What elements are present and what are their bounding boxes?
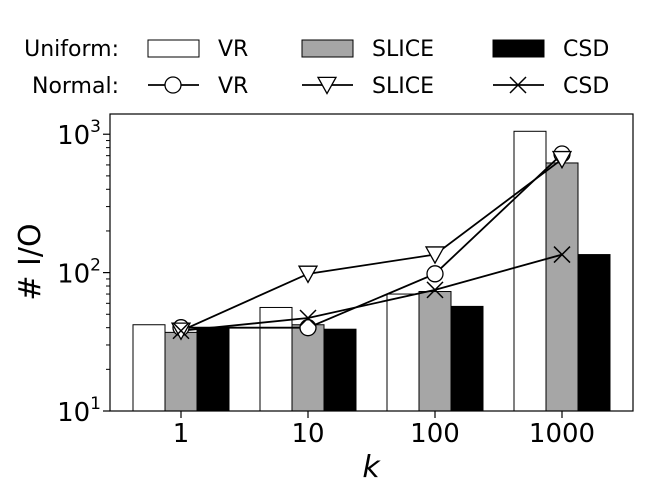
legend-item-normal-csd: CSD — [493, 74, 609, 99]
bar-uniform-csd-10 — [323, 328, 357, 412]
bar-uniform-slice-1 — [164, 331, 198, 412]
legend-group-label-uniform: Uniform: — [24, 37, 119, 62]
legend-swatch — [147, 39, 200, 58]
point-normal-csd-1000 — [553, 246, 571, 264]
legend-swatch — [492, 39, 545, 58]
x-tick-label-10: 10 — [291, 419, 324, 449]
bar-uniform-vr-1 — [132, 324, 166, 412]
legend: Uniform: VR SLICE CSD Normal: VR SLICE CSD — [24, 37, 609, 99]
legend-item-normal-slice: SLICE — [302, 74, 434, 99]
point-normal-slice-100 — [424, 246, 446, 265]
legend-label: SLICE — [372, 37, 434, 62]
x-axis: 1 10 100 1000 — [173, 411, 595, 449]
legend-item-normal-vr: VR — [148, 74, 248, 99]
point-normal-slice-10 — [297, 265, 319, 284]
line-normal-csd — [180, 253, 563, 332]
legend-marker — [164, 76, 182, 94]
point-normal-vr-100 — [426, 265, 444, 283]
legend-marker — [316, 76, 338, 95]
bar-uniform-slice-100 — [418, 291, 452, 412]
point-normal-slice-1000 — [551, 150, 573, 170]
legend-swatch — [301, 39, 354, 58]
legend-item-uniform-vr: VR — [147, 37, 248, 62]
legend-item-uniform-csd: CSD — [492, 37, 609, 62]
plot-frame — [109, 113, 634, 412]
bar-uniform-vr-1000 — [513, 130, 547, 412]
y-tick-label: 103 — [57, 117, 101, 151]
y-axis: 101 102 103 — [57, 117, 110, 428]
y-axis-label: # I/O — [13, 223, 48, 300]
bar-uniform-csd-1000 — [577, 254, 611, 412]
point-normal-csd-1 — [172, 322, 190, 340]
line-normal-slice — [180, 158, 563, 332]
bar-uniform-slice-10 — [291, 324, 325, 412]
legend-label: CSD — [563, 37, 609, 62]
point-normal-csd-100 — [426, 281, 444, 299]
lines — [170, 145, 573, 341]
bar-uniform-slice-1000 — [545, 162, 579, 412]
legend-label: CSD — [563, 74, 609, 99]
y-tick-label: 102 — [57, 256, 101, 290]
x-tick-label-1: 1 — [173, 419, 190, 449]
line-normal-vr — [181, 153, 563, 329]
legend-group-label-normal: Normal: — [32, 74, 119, 99]
x-axis-label: k — [362, 450, 381, 485]
y-tick-label: 101 — [57, 394, 101, 428]
legend-label: VR — [218, 37, 248, 62]
bars — [132, 130, 611, 412]
legend-item-uniform-slice: SLICE — [301, 37, 434, 62]
bar-uniform-vr-100 — [386, 293, 420, 412]
legend-label: VR — [218, 74, 248, 99]
x-tick-label-100: 100 — [410, 419, 460, 449]
legend-label: SLICE — [372, 74, 434, 99]
legend-marker — [509, 76, 527, 94]
bar-uniform-csd-1 — [196, 327, 230, 412]
bar-uniform-csd-100 — [450, 305, 484, 412]
point-normal-csd-10 — [299, 309, 317, 327]
point-normal-vr-10 — [299, 319, 317, 337]
x-tick-label-1000: 1000 — [529, 419, 595, 449]
